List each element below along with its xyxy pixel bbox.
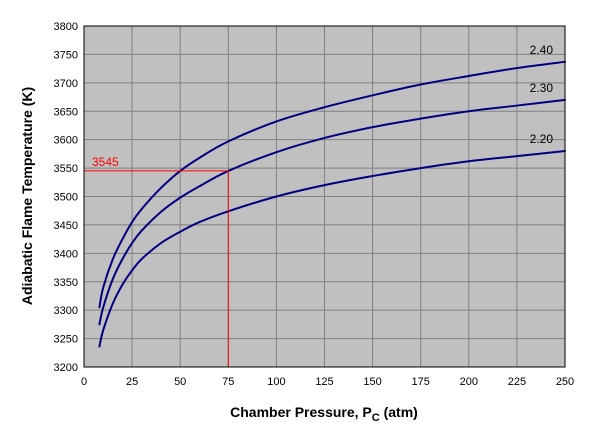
x-tick-label: 200 bbox=[460, 376, 478, 388]
series-layer bbox=[98, 60, 566, 348]
x-axis-title: Chamber Pressure, PC (atm) bbox=[230, 404, 418, 424]
x-tick-labels: 0 25 50 75 100 125 150 175 200 225 250 bbox=[81, 376, 574, 388]
y-tick-label: 3650 bbox=[54, 106, 78, 118]
x-tick-label: 75 bbox=[222, 376, 234, 388]
x-tick-label: 125 bbox=[315, 376, 333, 388]
annotation-layer: 3545 bbox=[84, 155, 229, 367]
x-axis-title-subscript: C bbox=[372, 412, 380, 424]
x-tick-label: 225 bbox=[508, 376, 526, 388]
y-tick-label: 3550 bbox=[54, 163, 78, 175]
y-tick-label: 3250 bbox=[54, 334, 78, 346]
x-tick-label: 100 bbox=[267, 376, 285, 388]
y-tick-labels: 3200 3250 3300 3350 3400 3450 3500 3550 3600 3650… bbox=[54, 21, 78, 374]
series-label-2.30: 2.30 bbox=[530, 81, 554, 95]
y-tick-label: 3500 bbox=[54, 192, 78, 204]
x-tick-label: 250 bbox=[556, 376, 574, 388]
series-line-2.30 bbox=[98, 98, 566, 326]
x-axis-title-main: Chamber Pressure, P bbox=[230, 404, 372, 420]
series-label-2.40: 2.40 bbox=[530, 43, 554, 57]
annotation-label: 3545 bbox=[92, 155, 119, 169]
y-tick-label: 3200 bbox=[54, 362, 78, 374]
y-tick-label: 3300 bbox=[54, 305, 78, 317]
x-tick-label: 150 bbox=[363, 376, 381, 388]
x-axis-title-suffix: (atm) bbox=[380, 404, 418, 420]
y-tick-label: 3450 bbox=[54, 220, 78, 232]
y-tick-label: 3400 bbox=[54, 248, 78, 260]
x-tick-label: 0 bbox=[81, 376, 87, 388]
x-tick-label: 25 bbox=[126, 376, 138, 388]
series-labels: 2.40 2.30 2.20 bbox=[530, 43, 554, 146]
y-tick-label: 3600 bbox=[54, 135, 78, 147]
x-tick-label: 175 bbox=[412, 376, 430, 388]
y-tick-label: 3750 bbox=[54, 49, 78, 61]
series-label-2.20: 2.20 bbox=[530, 132, 554, 146]
y-tick-label: 3700 bbox=[54, 78, 78, 90]
series-line-2.20 bbox=[98, 150, 566, 348]
y-axis-title: Adiabatic Flame Temperature (K) bbox=[19, 87, 35, 305]
x-tick-label: 50 bbox=[174, 376, 186, 388]
plot-border bbox=[83, 25, 566, 368]
y-tick-label: 3350 bbox=[54, 277, 78, 289]
y-tick-label: 3800 bbox=[54, 21, 78, 33]
series-line-2.40 bbox=[98, 60, 566, 309]
